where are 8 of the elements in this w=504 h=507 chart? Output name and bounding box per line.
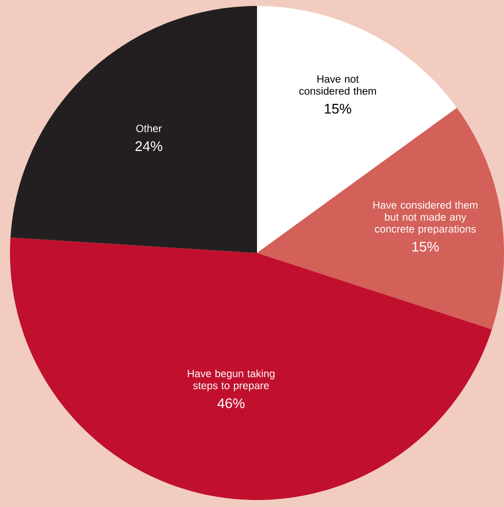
slice-label: Have not considered them bbox=[299, 75, 376, 95]
data-label: 15% bbox=[412, 242, 439, 252]
data-label: 24% bbox=[136, 141, 162, 152]
slice-label: Have considered them but not made any concrete preparations bbox=[373, 201, 478, 235]
data-label: 46% bbox=[217, 398, 245, 408]
slice-label: Have begun taking steps to prepare bbox=[188, 370, 274, 392]
slice-label: Other bbox=[136, 124, 162, 132]
data-label: 15% bbox=[324, 104, 352, 114]
